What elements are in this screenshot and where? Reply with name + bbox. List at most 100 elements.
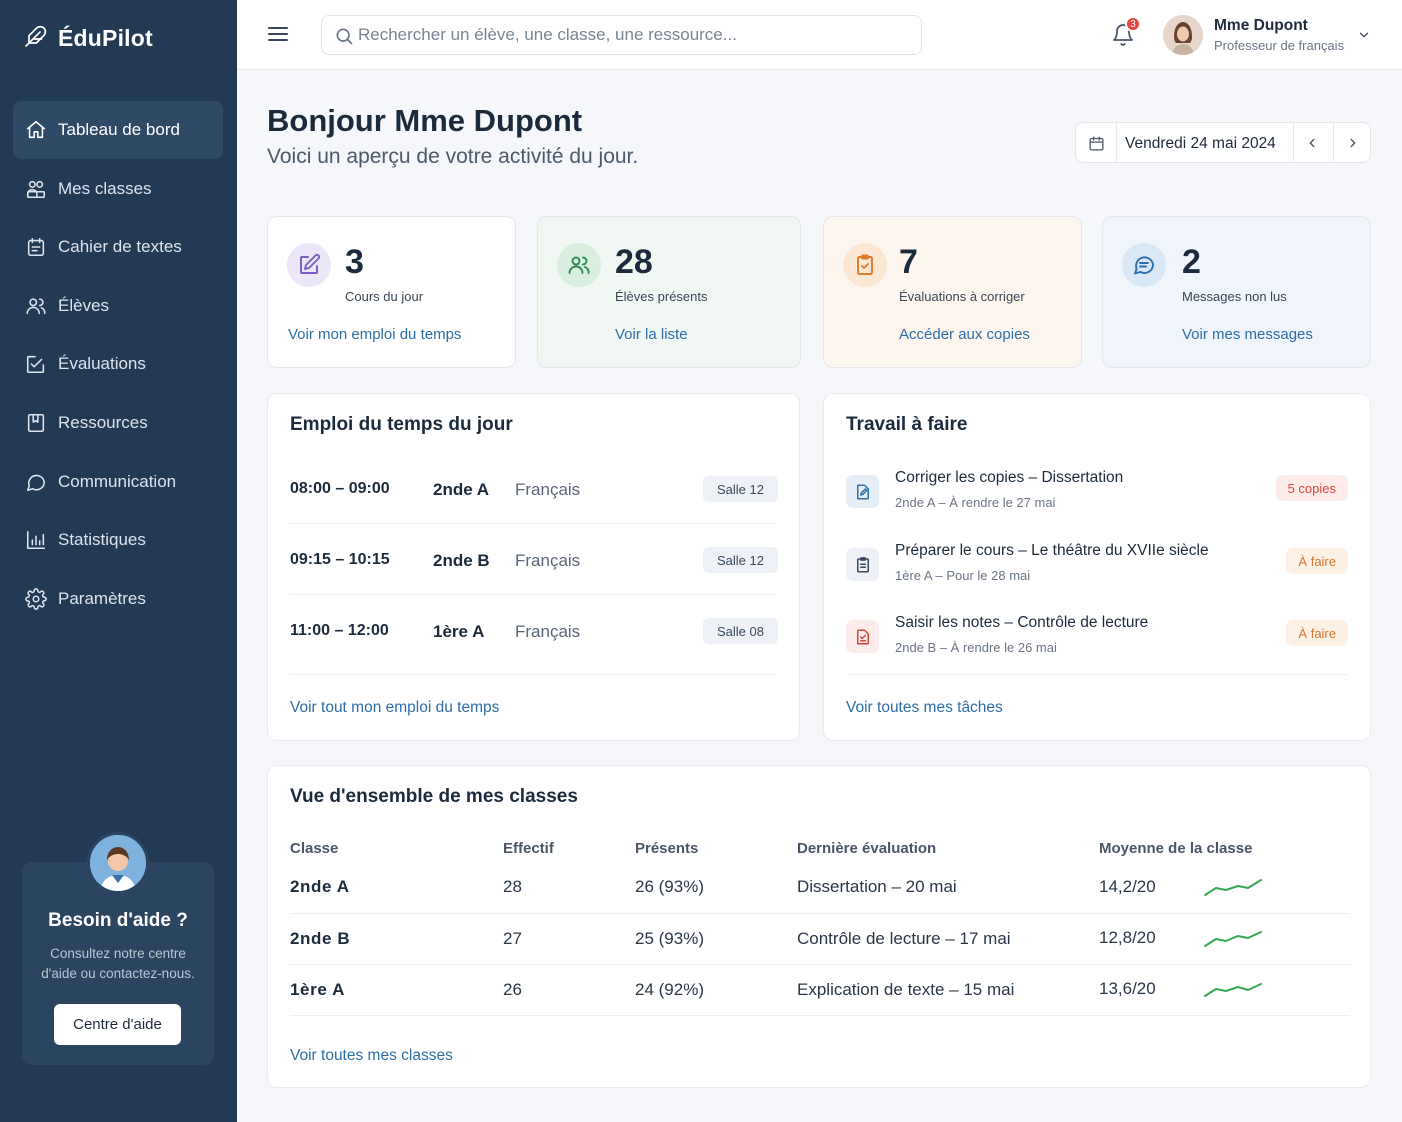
full-schedule-link[interactable]: Voir tout mon emploi du temps — [290, 699, 500, 716]
task-item[interactable]: Corriger les copies – Dissertation 2nde … — [846, 469, 1348, 519]
class-average: 14,2/20 — [1099, 876, 1156, 896]
schedule-title: Emploi du temps du jour — [290, 414, 513, 435]
sidebar-nav: Tableau de bord Mes classes Cahier de te… — [13, 101, 223, 628]
column-header[interactable]: Effectif — [503, 839, 554, 857]
chevron-left-icon[interactable] — [1305, 136, 1319, 155]
bell-icon[interactable] — [1111, 22, 1135, 48]
current-date[interactable]: Vendredi 24 mai 2024 — [1125, 135, 1276, 152]
help-center-button[interactable]: Centre d'aide — [54, 1004, 181, 1045]
class-name: 1ère A — [290, 964, 503, 1016]
class-present: 24 (92%) — [635, 964, 797, 1016]
chevron-right-icon[interactable] — [1346, 136, 1360, 155]
stat-value: 28 — [615, 243, 653, 281]
column-header[interactable]: Moyenne de la classe — [1099, 839, 1253, 857]
book-icon — [24, 411, 48, 435]
user-avatar[interactable] — [1163, 15, 1203, 55]
sidebar-item-label: Cahier de textes — [58, 237, 182, 257]
edit-check-icon — [24, 352, 48, 376]
column-header[interactable]: Classe — [290, 839, 339, 857]
status-badge: 5 copies — [1275, 475, 1348, 501]
sidebar-item-label: Paramètres — [58, 588, 146, 608]
sidebar-item-label: Communication — [58, 471, 177, 491]
class-last-eval: Dissertation – 20 mai — [797, 862, 1099, 914]
app-logo[interactable]: ÉduPilot — [24, 24, 153, 53]
view-list-link[interactable]: Voir la liste — [615, 326, 688, 343]
sidebar-item-textbook[interactable]: Cahier de textes — [13, 218, 223, 276]
search-input[interactable] — [358, 16, 908, 54]
calendar-icon[interactable] — [1088, 135, 1105, 157]
divider — [290, 594, 778, 595]
status-badge: À faire — [1286, 548, 1348, 574]
sidebar-item-label: Mes classes — [58, 178, 152, 198]
schedule-class: 2nde A — [433, 480, 490, 499]
all-classes-link[interactable]: Voir toutes mes classes — [290, 1047, 453, 1064]
date-picker: Vendredi 24 mai 2024 — [1075, 122, 1371, 163]
class-average-cell: 12,8/20 — [1099, 913, 1350, 965]
sidebar-item-label: Évaluations — [58, 354, 146, 374]
user-name[interactable]: Mme Dupont — [1214, 17, 1308, 34]
sidebar-item-label: Tableau de bord — [58, 120, 180, 139]
column-header[interactable]: Dernière évaluation — [797, 839, 937, 857]
divider — [290, 674, 778, 675]
table-header-row: Classe Effectif Présents Dernière évalua… — [290, 834, 1350, 862]
task-item[interactable]: Préparer le cours – Le théâtre du XVIIe … — [846, 542, 1348, 592]
stat-card-courses: 3 Cours du jour Voir mon emploi du temps — [267, 216, 516, 368]
schedule-row[interactable]: 11:00 – 12:00 1ère A Français Salle 08 — [290, 616, 778, 646]
search-icon — [336, 28, 353, 45]
stat-card-messages: 2 Messages non lus Voir mes messages — [1102, 216, 1371, 368]
schedule-subject: Français — [515, 551, 581, 570]
tasks-panel: Travail à faire Corriger les copies – Di… — [823, 393, 1371, 741]
sidebar-item-statistics[interactable]: Statistiques — [13, 511, 223, 569]
stat-value: 2 — [1182, 243, 1201, 281]
chevron-down-icon[interactable] — [1357, 28, 1371, 47]
sidebar-item-label: Ressources — [58, 412, 148, 432]
schedule-class: 2nde B — [433, 551, 490, 570]
task-subtitle: 2nde A – À rendre le 27 mai — [895, 495, 1056, 510]
access-copies-link[interactable]: Accéder aux copies — [899, 326, 1030, 343]
calendar-book-icon — [24, 235, 48, 259]
sidebar-item-evaluations[interactable]: Évaluations — [13, 335, 223, 393]
sidebar-item-classes[interactable]: Mes classes — [13, 160, 223, 218]
schedule-row[interactable]: 08:00 – 09:00 2nde A Français Salle 12 — [290, 474, 778, 504]
support-avatar — [87, 832, 149, 894]
top-bar: 3 Mme Dupont Professeur de français — [237, 0, 1402, 70]
tasks-title: Travail à faire — [846, 414, 968, 435]
class-average-cell: 14,2/20 — [1099, 862, 1350, 914]
sidebar-item-label: Statistiques — [58, 530, 146, 550]
sidebar-item-resources[interactable]: Ressources — [13, 394, 223, 452]
sidebar-item-students[interactable]: Élèves — [13, 277, 223, 335]
users-icon — [24, 294, 48, 318]
stat-label: Messages non lus — [1182, 289, 1287, 304]
column-header[interactable]: Présents — [635, 839, 699, 857]
task-item[interactable]: Saisir les notes – Contrôle de lecture 2… — [846, 614, 1348, 664]
class-average: 12,8/20 — [1099, 928, 1156, 948]
class-present: 26 (93%) — [635, 862, 797, 914]
schedule-time: 11:00 – 12:00 — [290, 622, 389, 639]
all-tasks-link[interactable]: Voir toutes mes tâches — [846, 699, 1003, 716]
sidebar-item-dashboard[interactable]: Tableau de bord — [13, 101, 223, 159]
table-row[interactable]: 2nde A 28 26 (93%) Dissertation – 20 mai… — [290, 862, 1350, 914]
class-name: 2nde B — [290, 913, 503, 965]
table-row[interactable]: 2nde B 27 25 (93%) Contrôle de lecture –… — [290, 913, 1350, 965]
hamburger-menu-icon[interactable] — [266, 22, 290, 46]
sidebar: ÉduPilot Tableau de bord Mes classes Cah… — [0, 0, 237, 1122]
view-messages-link[interactable]: Voir mes messages — [1182, 326, 1313, 343]
home-icon — [24, 118, 48, 142]
trend-sparkline — [1203, 930, 1262, 947]
sidebar-item-settings[interactable]: Paramètres — [13, 570, 223, 628]
feather-icon — [24, 24, 48, 53]
view-schedule-link[interactable]: Voir mon emploi du temps — [288, 326, 462, 343]
table-row[interactable]: 1ère A 26 24 (92%) Explication de texte … — [290, 964, 1350, 1016]
stat-value: 3 — [345, 243, 364, 281]
status-badge: À faire — [1286, 620, 1348, 646]
sidebar-item-communication[interactable]: Communication — [13, 453, 223, 511]
task-title: Préparer le cours – Le théâtre du XVIIe … — [895, 542, 1209, 559]
room-badge: Salle 12 — [703, 476, 778, 502]
clipboard-check-icon — [843, 243, 887, 287]
message-icon — [1122, 243, 1166, 287]
schedule-row[interactable]: 09:15 – 10:15 2nde B Français Salle 12 — [290, 545, 778, 575]
trend-sparkline — [1203, 982, 1262, 997]
stat-label: Évaluations à corriger — [899, 289, 1025, 304]
task-subtitle: 2nde B – À rendre le 26 mai — [895, 640, 1057, 655]
classes-icon — [24, 177, 48, 201]
